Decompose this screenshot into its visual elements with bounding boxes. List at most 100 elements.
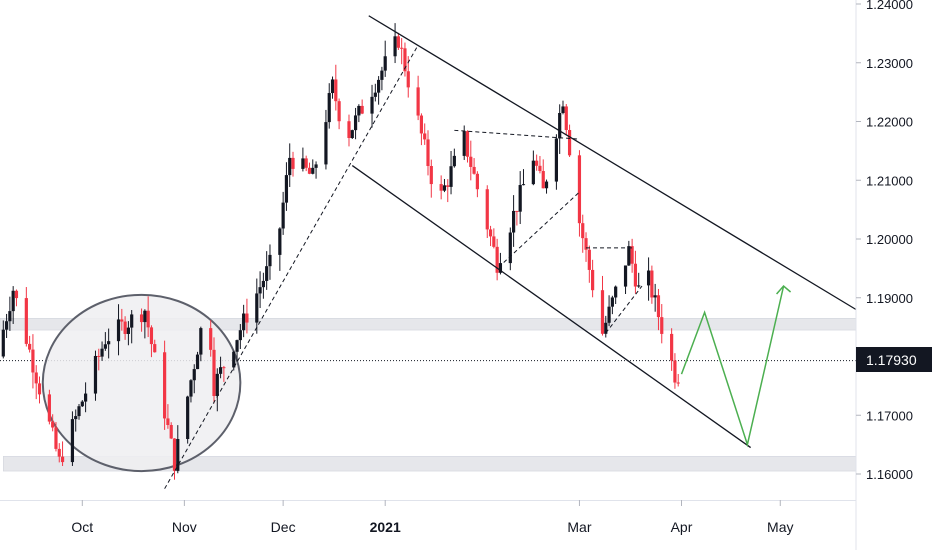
candle-body: [512, 210, 516, 233]
candle-body: [347, 121, 351, 139]
x-tick-label: Apr: [671, 519, 693, 535]
candle-body: [77, 406, 81, 417]
candle-body: [93, 355, 98, 394]
current-price-badge: [856, 347, 932, 372]
candle-body: [242, 313, 246, 331]
x-tick-label: Mar: [567, 519, 591, 535]
candle-body: [469, 156, 473, 167]
candle-body: [14, 290, 19, 299]
candle-body: [100, 348, 104, 357]
candle-body: [452, 155, 456, 167]
candle-body: [278, 228, 282, 255]
candle-body: [28, 343, 32, 350]
candle-body: [324, 122, 328, 165]
candle-body: [498, 263, 503, 273]
drawing-annotations: [164, 15, 857, 489]
candle-body: [614, 286, 618, 298]
candle-body: [186, 396, 190, 439]
candle-body: [462, 131, 466, 156]
candle-body: [419, 115, 424, 134]
candle-body: [518, 185, 522, 212]
candle-body: [630, 246, 634, 264]
x-tick-label: Oct: [71, 519, 93, 535]
current-price-label: 1.17930: [866, 352, 917, 368]
candle-body: [360, 105, 364, 114]
candle-body: [284, 175, 289, 203]
candle-body: [660, 317, 664, 334]
candle-body: [653, 295, 657, 298]
candle-body: [334, 79, 338, 102]
candle-body: [353, 115, 358, 131]
candle-body: [130, 314, 134, 328]
candle-body: [515, 210, 519, 212]
candle-body: [107, 341, 111, 345]
candle-body: [80, 401, 84, 407]
candle-body: [143, 310, 147, 323]
candle-body: [245, 313, 249, 323]
candle-body: [584, 238, 588, 250]
candle-body: [51, 421, 55, 428]
candle-body: [581, 223, 585, 239]
channel-upper-line: [368, 15, 857, 311]
candle-body: [255, 293, 259, 323]
candle-body: [337, 101, 341, 122]
candle-body: [446, 185, 450, 187]
candle-body: [416, 87, 420, 116]
candle-body: [146, 310, 150, 328]
candle-body: [577, 155, 582, 224]
candle-body: [218, 367, 223, 374]
candle-body: [84, 393, 88, 402]
candle-body: [304, 158, 308, 168]
candle-body: [357, 105, 361, 116]
projection-path: [680, 285, 785, 448]
candle-body: [47, 394, 51, 422]
y-tick-label: 1.20000: [866, 232, 913, 247]
candle-body: [11, 290, 15, 312]
candle-body: [31, 349, 35, 373]
candle-body: [209, 328, 213, 350]
candle-body: [222, 367, 226, 369]
candle-body: [587, 249, 591, 270]
candle-body: [330, 79, 335, 94]
candle-body: [472, 166, 476, 174]
candle-body: [195, 354, 200, 370]
y-tick-label: 1.24000: [866, 0, 913, 12]
candle-body: [538, 165, 542, 172]
candle-body: [4, 321, 9, 330]
candle-body: [54, 427, 58, 449]
candle-body: [189, 380, 193, 397]
candle-body: [650, 270, 654, 298]
candle-body: [492, 236, 496, 247]
candle-body: [34, 372, 38, 384]
candle-body: [429, 166, 433, 185]
candle-body: [406, 71, 410, 88]
candle-body: [646, 270, 651, 286]
candle-body: [610, 297, 614, 307]
candle-body: [212, 349, 216, 396]
candle-body: [604, 322, 608, 334]
candle-body: [314, 164, 318, 168]
y-tick-label: 1.23000: [866, 56, 913, 71]
candle-body: [192, 369, 196, 381]
channel-lower-line: [351, 165, 752, 449]
candle-body: [488, 229, 493, 237]
candle-body: [1, 329, 5, 357]
candle-body: [373, 92, 377, 97]
candle-body: [149, 327, 154, 345]
candle-body: [301, 158, 305, 169]
candle-body: [400, 47, 404, 49]
candle-body: [535, 160, 539, 166]
candle-body: [288, 157, 292, 176]
candle-body: [166, 418, 170, 426]
candle-body: [380, 70, 384, 80]
candle-body: [235, 340, 239, 352]
candle-body: [232, 351, 236, 368]
candle-body: [495, 246, 499, 273]
candle-body: [123, 321, 127, 334]
candle-body: [215, 373, 219, 396]
candle-body: [74, 416, 78, 420]
candle-body: [558, 112, 562, 139]
candle-body: [172, 438, 177, 471]
candle-body: [676, 382, 680, 384]
